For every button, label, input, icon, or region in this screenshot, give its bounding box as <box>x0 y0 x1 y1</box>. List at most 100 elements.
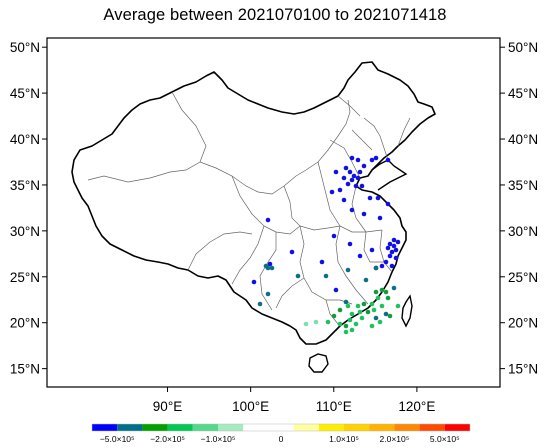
station-dot <box>365 309 371 315</box>
station-dot <box>347 169 353 175</box>
station-dot <box>371 307 377 313</box>
lat-label-right: 15°N <box>508 362 538 377</box>
station-dot <box>337 307 343 313</box>
station-dot <box>333 169 339 175</box>
map-frame <box>46 37 501 388</box>
lat-label-left: 50°N <box>10 40 40 55</box>
station-dot <box>395 239 401 245</box>
station-dot <box>391 243 397 249</box>
station-dot <box>349 207 355 213</box>
station-dot <box>357 309 363 315</box>
station-dot <box>389 263 395 269</box>
station-dot <box>355 157 361 163</box>
station-dot <box>313 319 319 325</box>
station-dot <box>347 317 353 323</box>
station-dot <box>361 211 367 217</box>
station-dot <box>377 215 383 221</box>
colorbar-swatch <box>92 424 118 431</box>
station-dot <box>251 279 257 285</box>
station-dot <box>385 157 391 163</box>
colorbar-swatch <box>419 424 445 431</box>
station-dot <box>347 241 353 247</box>
station-dot <box>375 295 381 301</box>
colorbar-swatch <box>142 424 168 431</box>
station-dot <box>389 249 395 255</box>
lon-label: 120°E <box>398 399 435 414</box>
station-dot <box>345 303 351 309</box>
station-dot <box>383 259 389 265</box>
station-dot <box>391 285 397 291</box>
station-dot <box>349 155 355 161</box>
station-dot <box>387 241 393 247</box>
lat-label-right: 25°N <box>508 270 538 285</box>
station-dot <box>377 319 383 325</box>
station-dot <box>295 273 301 279</box>
station-dot <box>393 247 399 253</box>
station-dot <box>265 217 271 223</box>
bohai-coast <box>371 159 408 191</box>
station-dot <box>257 301 263 307</box>
station-markers <box>251 155 401 335</box>
station-dot <box>265 265 271 271</box>
colorbar-swatch <box>293 424 319 431</box>
lat-label-left: 35°N <box>10 178 40 193</box>
station-dot <box>369 247 375 253</box>
station-dot <box>337 321 343 327</box>
colorbar-label: 1.0×10⁵ <box>329 434 359 444</box>
station-dot <box>359 183 365 189</box>
station-dot <box>373 265 379 271</box>
station-dot <box>369 157 375 163</box>
station-dot <box>341 175 347 181</box>
lat-label-left: 30°N <box>10 224 40 239</box>
station-dot <box>387 253 393 259</box>
colorbar-swatch <box>218 424 244 431</box>
station-dot <box>355 175 361 181</box>
station-dot <box>391 237 397 243</box>
hainan-island <box>308 353 329 373</box>
colorbar: −5.0×10⁵ −2.0×10⁵ −1.0×10⁵ 0 1.0×10⁵ 2.0×10⁵ 5… <box>91 423 471 444</box>
station-dot <box>369 323 375 329</box>
station-dot <box>343 165 349 171</box>
axis-ticks: 50°N 50°N 45°N 45°N 40°N 40°N 35°N 35°N 30°N 30°N… <box>10 40 538 414</box>
province-boundaries <box>87 91 411 325</box>
station-dot <box>363 277 369 283</box>
lat-label-left: 45°N <box>10 86 40 101</box>
station-dot <box>319 259 325 265</box>
colorbar-swatch <box>192 424 218 431</box>
station-dot <box>367 195 373 201</box>
station-dot <box>329 189 335 195</box>
lat-label-right: 35°N <box>508 178 538 193</box>
station-dot <box>379 263 385 269</box>
colorbar-label: −2.0×10⁵ <box>150 434 185 444</box>
colorbar-swatch <box>369 424 395 431</box>
lat-label-right: 20°N <box>508 316 538 331</box>
station-dot <box>385 201 391 207</box>
lat-label-left: 15°N <box>10 362 40 377</box>
station-dot <box>349 327 355 333</box>
colorbar-outline <box>91 423 471 432</box>
station-dot <box>373 315 379 321</box>
lat-label-right: 50°N <box>508 40 538 55</box>
lat-label-left: 40°N <box>10 132 40 147</box>
station-dot <box>349 311 355 317</box>
station-dot <box>361 163 367 169</box>
colorbar-swatch <box>344 424 370 431</box>
station-dot <box>343 329 349 335</box>
station-dot <box>387 313 393 319</box>
colorbar-label: 2.0×10⁵ <box>380 434 410 444</box>
station-dot <box>331 233 337 239</box>
lon-label: 100°E <box>232 399 269 414</box>
station-dot <box>353 183 359 189</box>
station-dot <box>325 319 331 325</box>
station-dot <box>345 181 351 187</box>
china-border <box>71 61 436 345</box>
station-dot <box>383 289 389 295</box>
station-dot <box>267 261 273 267</box>
lat-label-right: 45°N <box>508 86 538 101</box>
colorbar-swatch <box>117 424 143 431</box>
station-dot <box>393 255 399 261</box>
station-dot <box>353 321 359 327</box>
station-dot <box>341 197 347 203</box>
station-dot <box>357 169 363 175</box>
